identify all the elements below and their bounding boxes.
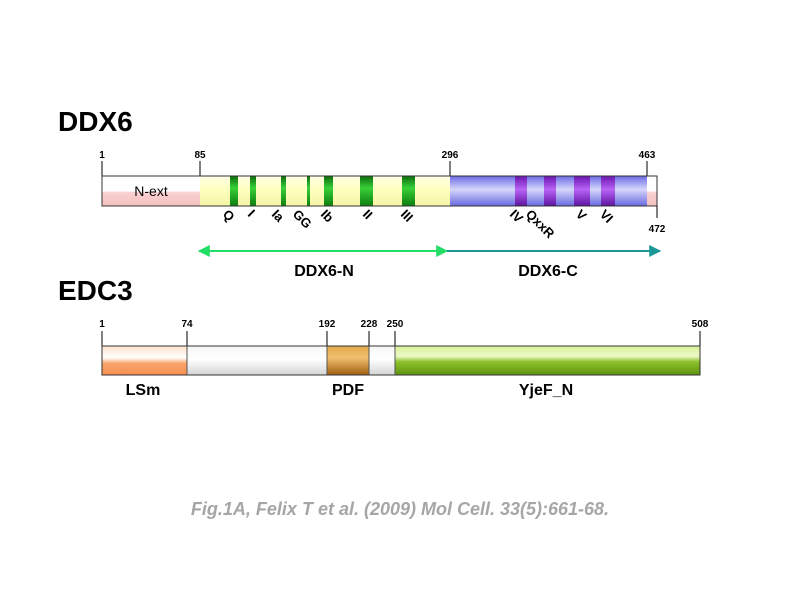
motif-label-gg: GG xyxy=(290,207,315,232)
motif-block-ii xyxy=(360,176,373,206)
motif-label-iii: III xyxy=(398,207,416,225)
motif-block-q xyxy=(230,176,238,206)
ddx6-title: DDX6 xyxy=(58,106,133,137)
ddx6-tick-85: 85 xyxy=(194,150,206,161)
edc3-pdf-region xyxy=(327,346,369,375)
edc3-yjef-region xyxy=(395,346,700,375)
motif-block-iii xyxy=(402,176,415,206)
motif-block-gg xyxy=(307,176,310,206)
motif-label-q: Q xyxy=(220,207,238,225)
motif-label-i: I xyxy=(245,207,258,220)
edc3-group: EDC3 1 74 192 228 250 508 LSm PDF YjeF_N xyxy=(58,275,709,399)
edc3-lsm-region xyxy=(102,346,187,375)
edc3-tick-1: 1 xyxy=(99,319,105,330)
edc3-yjef-label: YjeF_N xyxy=(519,382,573,399)
motif-label-ia: Ia xyxy=(269,207,288,226)
figure-caption: Fig.1A, Felix T et al. (2009) Mol Cell. … xyxy=(191,499,609,519)
motif-label-vi: VI xyxy=(597,207,616,226)
edc3-spacer-region xyxy=(369,346,395,375)
motif-label-ib: Ib xyxy=(318,207,337,226)
edc3-tick-192: 192 xyxy=(319,319,336,330)
motif-block-ia xyxy=(281,176,286,206)
ddx6-tick-472: 472 xyxy=(649,224,666,235)
edc3-tick-250: 250 xyxy=(387,319,404,330)
ddx6-bar-outline xyxy=(101,175,658,207)
ddx6-n-arrow-label: DDX6-N xyxy=(294,263,354,280)
ddx6-c-ext-region xyxy=(647,176,657,206)
edc3-title: EDC3 xyxy=(58,275,133,306)
ddx6-c-arrow-label: DDX6-C xyxy=(518,263,578,280)
edc3-lsm-label: LSm xyxy=(126,382,161,399)
ddx6-group: DDX6 1 85 296 463 N-ext 472 Q xyxy=(58,106,666,280)
motif-block-ib xyxy=(324,176,333,206)
motif-block-iv xyxy=(515,176,527,206)
edc3-pdf-label: PDF xyxy=(332,382,364,399)
edc3-bar-outline xyxy=(101,345,701,376)
edc3-linker-region xyxy=(187,346,327,375)
ddx6-n-ext-region xyxy=(102,176,200,206)
motif-block-i xyxy=(250,176,256,206)
ddx6-n-ext-label: N-ext xyxy=(134,183,168,199)
motif-label-qxxr: QxxR xyxy=(523,207,558,242)
ddx6-tick-463: 463 xyxy=(639,150,656,161)
edc3-tick-228: 228 xyxy=(361,319,378,330)
ddx6-tick-296: 296 xyxy=(442,150,459,161)
motif-block-vi xyxy=(601,176,615,206)
motif-label-ii: II xyxy=(360,207,376,223)
motif-label-v: V xyxy=(573,207,590,224)
edc3-tick-74: 74 xyxy=(181,319,193,330)
motif-block-qxxr xyxy=(544,176,556,206)
edc3-tick-508: 508 xyxy=(692,319,709,330)
motif-block-v xyxy=(574,176,590,206)
ddx6-tick-1: 1 xyxy=(99,150,105,161)
